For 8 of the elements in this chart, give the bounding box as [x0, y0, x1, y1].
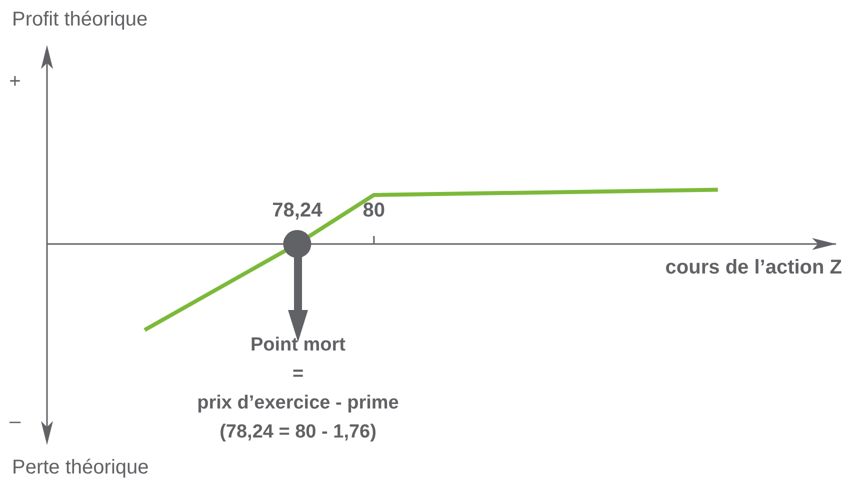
- text: Perte théorique: [12, 456, 149, 479]
- text: +: [9, 70, 21, 93]
- x-tick-label: 78,24: [272, 199, 324, 222]
- x-tick-label: 80: [362, 199, 386, 222]
- text: Profit théorique: [12, 8, 148, 31]
- x-axis-title: cours de l’action Z: [665, 256, 842, 278]
- text: Point mort = prix d’exercice - prime (78,24 = 80 - 1,76): [197, 334, 399, 443]
- text: –: [9, 410, 22, 433]
